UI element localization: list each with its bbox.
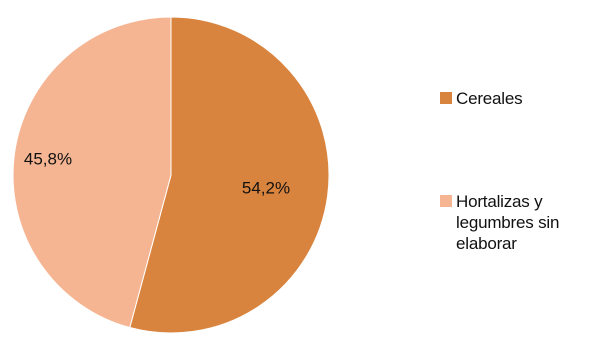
chart-legend: Cereales Hortalizas y legumbres sin elab… [440,88,600,254]
pie-slice-cereales [129,16,330,334]
legend-swatch-hortalizas [440,195,452,207]
data-label-cereales: 54,2% [242,178,290,197]
legend-item-hortalizas: Hortalizas y legumbres sin elaborar [440,191,600,254]
legend-label-hortalizas: Hortalizas y legumbres sin elaborar [456,192,560,253]
data-label-hortalizas: 45,8% [24,149,72,168]
legend-swatch-cereales [440,92,452,104]
pie-slice-hortalizas [12,16,172,329]
legend-label-cereales: Cereales [456,89,523,108]
legend-item-cereales: Cereales [440,88,600,109]
